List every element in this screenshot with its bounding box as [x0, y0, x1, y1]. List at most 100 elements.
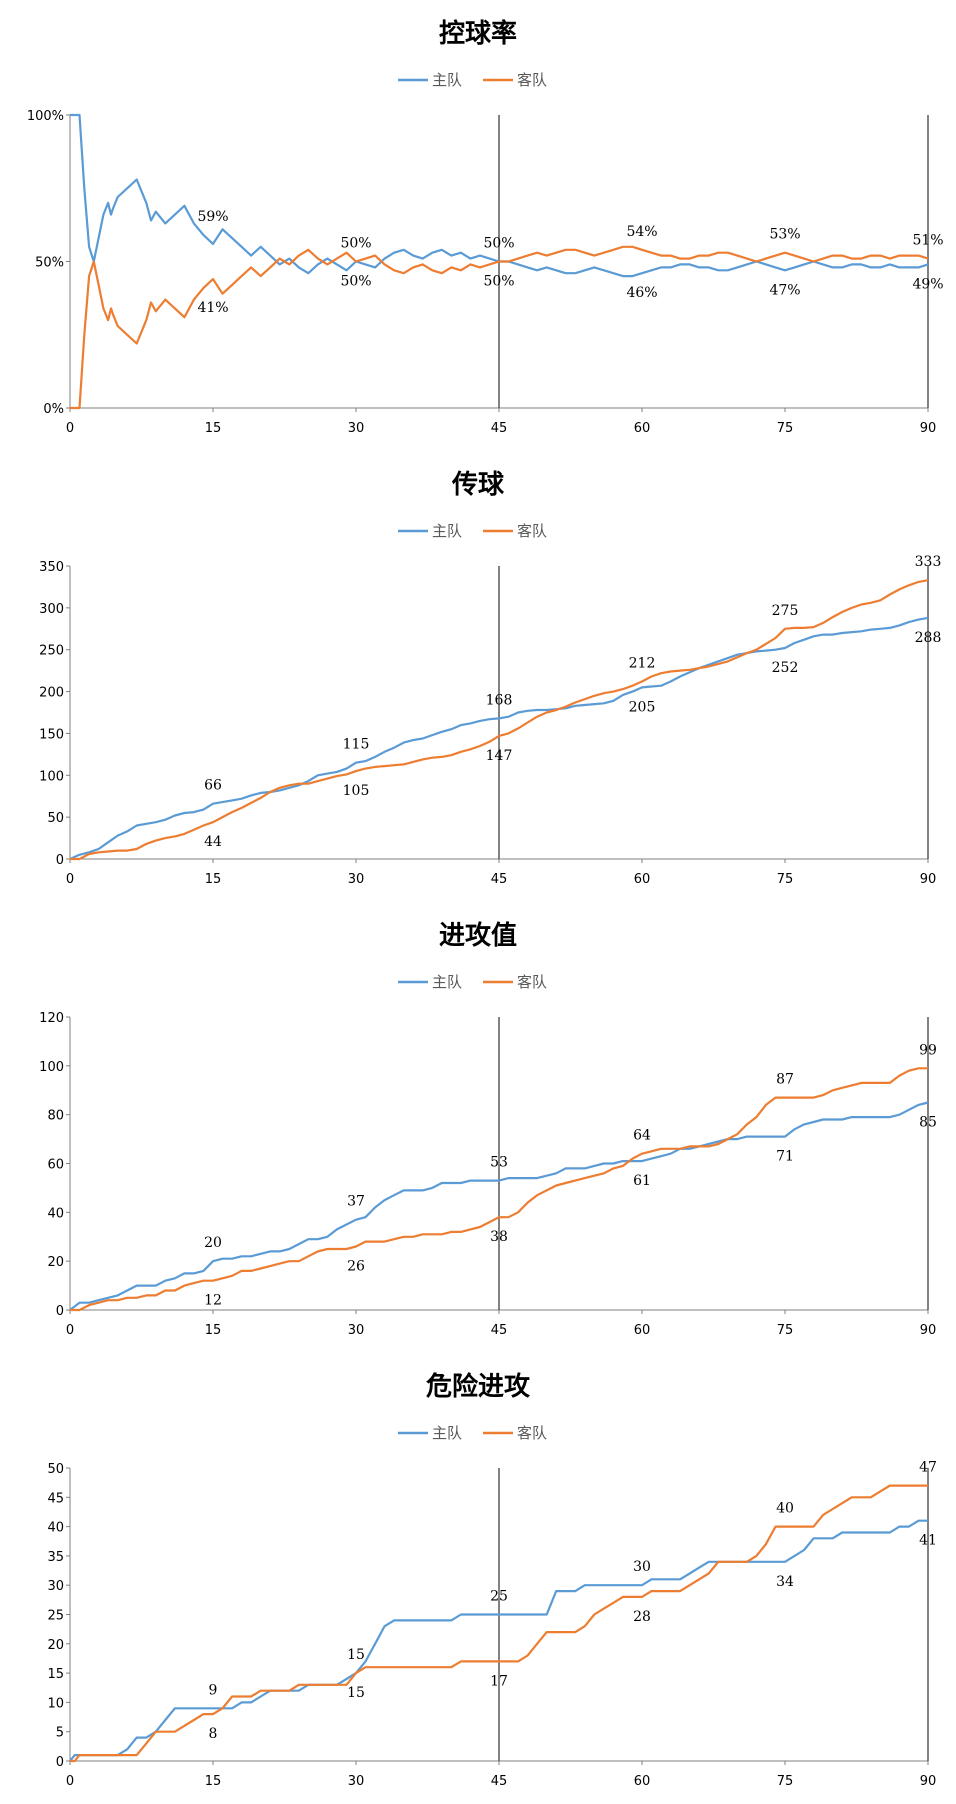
x-tick-label: 0 — [66, 1774, 74, 1789]
x-tick-label: 0 — [66, 421, 74, 436]
data-label: 51% — [912, 233, 943, 249]
y-tick-label: 60 — [47, 1158, 64, 1173]
y-tick-label: 0 — [56, 1755, 64, 1770]
y-tick-label: 50% — [35, 256, 64, 271]
data-label: 41 — [919, 1533, 937, 1549]
series-line-0 — [69, 616, 929, 861]
series-line-0 — [70, 113, 929, 278]
y-tick-label: 5 — [56, 1726, 64, 1741]
series-line-1 — [70, 1484, 928, 1763]
data-label: 41% — [197, 300, 228, 316]
data-label: 38 — [490, 1229, 508, 1245]
y-tick-label: 40 — [47, 1206, 64, 1221]
data-label: 34 — [776, 1574, 794, 1590]
data-label: 50% — [340, 274, 371, 290]
data-label: 9 — [209, 1682, 218, 1698]
x-tick-label: 45 — [491, 1323, 508, 1338]
data-label: 71 — [776, 1149, 794, 1165]
y-tick-label: 0 — [56, 853, 64, 868]
data-label: 87 — [776, 1072, 794, 1088]
data-label: 66 — [204, 778, 222, 794]
y-tick-label: 35 — [47, 1550, 64, 1565]
data-label: 44 — [204, 834, 222, 850]
x-tick-label: 75 — [777, 1774, 794, 1789]
x-tick-label: 45 — [491, 872, 508, 887]
y-tick-label: 200 — [39, 686, 64, 701]
x-tick-label: 15 — [205, 872, 222, 887]
y-tick-label: 0 — [56, 1304, 64, 1319]
x-tick-label: 75 — [777, 421, 794, 436]
legend-label-1: 客队 — [517, 71, 547, 89]
legend-label-0: 主队 — [432, 71, 462, 89]
data-label: 147 — [486, 748, 513, 764]
y-tick-label: 350 — [39, 560, 64, 575]
legend-label-1: 客队 — [517, 1424, 547, 1442]
y-tick-label: 20 — [47, 1638, 64, 1653]
data-label: 59% — [197, 209, 228, 225]
x-tick-label: 90 — [920, 1774, 937, 1789]
data-label: 15 — [347, 1685, 365, 1701]
legend-label-1: 客队 — [517, 973, 547, 991]
data-label: 30 — [633, 1559, 651, 1575]
data-label: 28 — [633, 1609, 651, 1625]
x-tick-label: 75 — [777, 872, 794, 887]
data-label: 105 — [343, 783, 370, 799]
chart-title: 危险进攻 — [426, 1371, 531, 1402]
data-label: 212 — [629, 656, 656, 672]
legend-label-1: 客队 — [517, 522, 547, 540]
y-tick-label: 50 — [47, 1462, 64, 1477]
y-tick-label: 300 — [39, 602, 64, 617]
y-tick-label: 40 — [47, 1521, 64, 1536]
data-label: 20 — [204, 1235, 222, 1251]
y-tick-label: 80 — [47, 1109, 64, 1124]
y-tick-label: 120 — [39, 1011, 64, 1026]
data-label: 40 — [776, 1501, 794, 1517]
series-line-1 — [70, 245, 929, 410]
legend-label-0: 主队 — [432, 1424, 462, 1442]
data-label: 53% — [769, 227, 800, 243]
x-tick-label: 30 — [348, 421, 365, 436]
data-label: 168 — [486, 692, 513, 708]
x-tick-label: 60 — [634, 1774, 651, 1789]
data-label: 17 — [490, 1673, 508, 1689]
data-label: 61 — [633, 1173, 651, 1189]
data-label: 64 — [633, 1128, 651, 1144]
data-label: 25 — [490, 1589, 508, 1605]
y-tick-label: 100% — [27, 109, 64, 124]
data-label: 50% — [483, 236, 514, 252]
data-label: 47% — [769, 282, 800, 298]
x-tick-label: 30 — [348, 1323, 365, 1338]
x-tick-label: 15 — [205, 1323, 222, 1338]
data-label: 99 — [919, 1042, 937, 1058]
x-tick-label: 75 — [777, 1323, 794, 1338]
x-tick-label: 15 — [205, 421, 222, 436]
x-tick-label: 45 — [491, 421, 508, 436]
y-tick-label: 10 — [47, 1696, 64, 1711]
x-tick-label: 15 — [205, 1774, 222, 1789]
data-label: 50% — [483, 274, 514, 290]
data-label: 275 — [772, 603, 799, 619]
data-label: 288 — [915, 630, 942, 646]
chart-title: 传球 — [451, 470, 505, 500]
x-tick-label: 30 — [348, 1774, 365, 1789]
data-label: 115 — [343, 737, 370, 753]
y-tick-label: 0% — [43, 402, 64, 417]
data-label: 53 — [490, 1155, 508, 1171]
data-label: 8 — [209, 1726, 218, 1742]
x-tick-label: 45 — [491, 1774, 508, 1789]
data-label: 26 — [347, 1259, 365, 1275]
data-label: 47 — [919, 1460, 937, 1476]
y-tick-label: 100 — [39, 769, 64, 784]
data-label: 46% — [626, 285, 657, 301]
y-tick-label: 45 — [47, 1491, 64, 1506]
data-label: 252 — [772, 660, 799, 676]
legend-label-0: 主队 — [432, 522, 462, 540]
x-tick-label: 60 — [634, 872, 651, 887]
x-tick-label: 90 — [920, 872, 937, 887]
series-line-1 — [70, 579, 929, 861]
